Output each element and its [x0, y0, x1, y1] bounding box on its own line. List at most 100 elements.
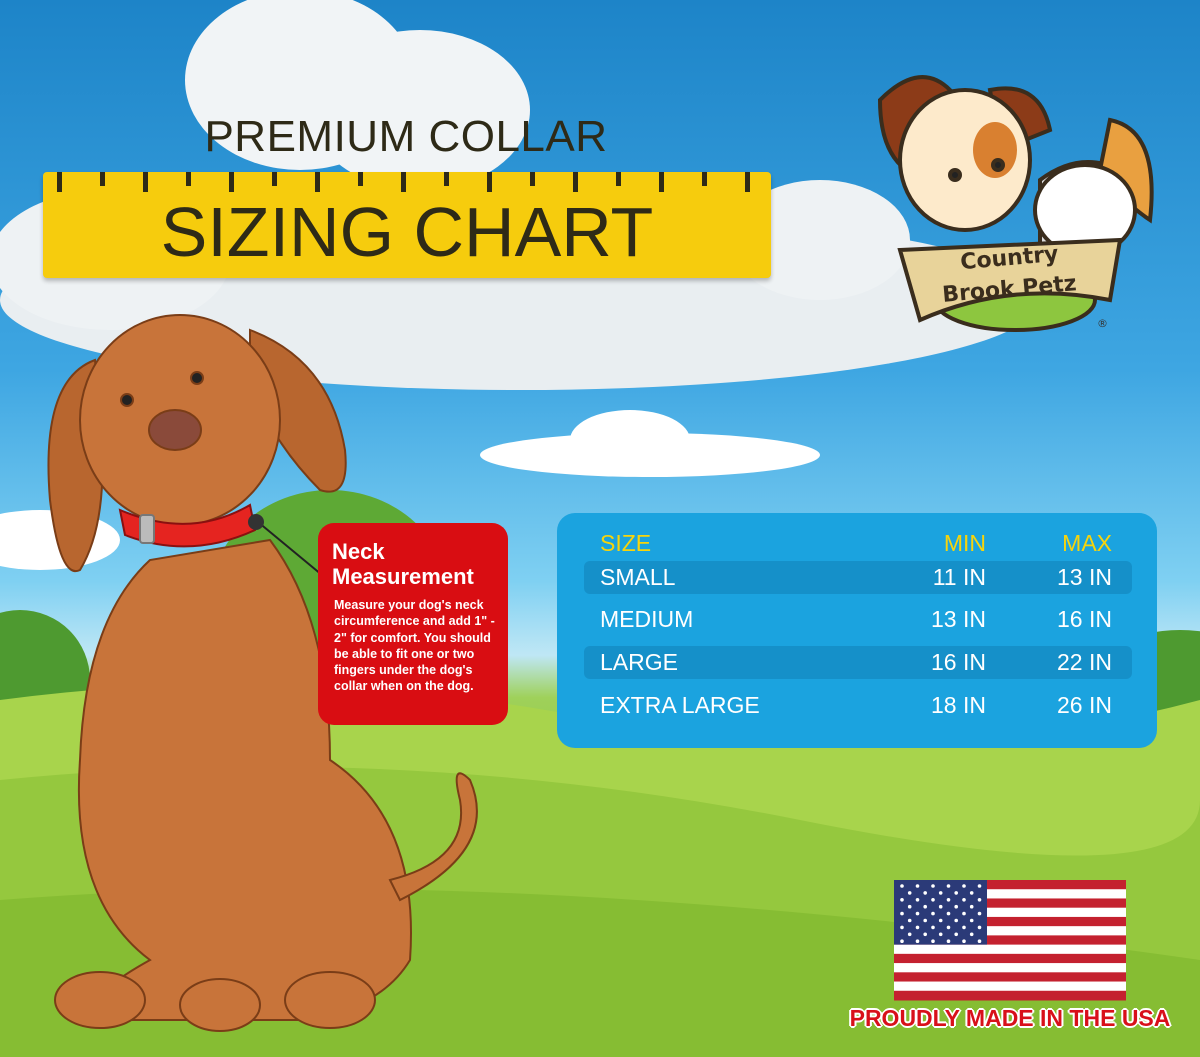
min-cell: 11 IN	[932, 564, 986, 590]
max-cell: 16 IN	[1057, 606, 1112, 632]
flag-stripe	[894, 972, 1126, 983]
flag-star	[977, 939, 982, 943]
flag-star	[915, 925, 920, 930]
flag-stripe	[894, 889, 1126, 899]
flag-star	[946, 898, 951, 902]
flag-star	[962, 884, 966, 888]
ruler-tick	[487, 172, 492, 192]
made-in-usa-text: PROUDLY MADE IN THE USA	[849, 1005, 1171, 1031]
min-cell: 13 IN	[931, 606, 986, 632]
flag-star	[938, 891, 943, 895]
flag-star	[915, 884, 920, 888]
min-cell: 18 IN	[931, 692, 986, 718]
flag-star	[931, 939, 935, 943]
max-cell: 22 IN	[1057, 649, 1112, 675]
flag-star	[915, 939, 920, 943]
header-max: MAX	[1062, 530, 1112, 556]
flag-star	[931, 925, 935, 930]
table-row: LARGE 16 IN 22 IN	[584, 646, 1132, 679]
size-cell: MEDIUM	[600, 606, 694, 632]
flag-stripe	[894, 953, 1126, 964]
flag-star	[900, 898, 904, 902]
flag-star	[915, 898, 920, 902]
flag-star	[907, 932, 912, 937]
title-premium-collar: PREMIUM COLLAR	[204, 112, 608, 161]
size-cell: EXTRA LARGE	[600, 692, 760, 718]
flag-star	[907, 891, 912, 895]
ruler-tick	[358, 172, 363, 186]
flag-star	[954, 891, 958, 895]
table-row: MEDIUM 13 IN 16 IN	[584, 603, 1132, 636]
ruler-tick	[57, 172, 62, 192]
ruler-tick	[444, 172, 449, 186]
ruler-tick	[530, 172, 535, 186]
table-row: SMALL 11 IN 13 IN	[584, 561, 1132, 594]
flag-star	[923, 932, 927, 937]
ruler-tick	[100, 172, 105, 186]
neck-instructions: Measure your dog's neck circumference an…	[334, 598, 495, 694]
header-min: MIN	[943, 530, 986, 556]
flag-star	[931, 884, 935, 888]
flag-star	[931, 911, 935, 916]
flag-star	[900, 911, 904, 916]
flag-star	[946, 911, 951, 916]
size-cell: SMALL	[600, 564, 676, 590]
ruler-tick	[401, 172, 406, 192]
flag-star	[938, 932, 943, 937]
flag-star	[962, 911, 966, 916]
ruler-banner	[43, 172, 771, 278]
flag-star	[900, 884, 904, 888]
flag-star	[923, 891, 927, 895]
flag-star	[931, 898, 935, 902]
flag-star	[954, 904, 958, 909]
ruler-tick	[186, 172, 191, 186]
flag-stripe	[894, 916, 1126, 927]
flag-star	[954, 932, 958, 937]
flag-star	[907, 904, 912, 909]
min-cell: 16 IN	[931, 649, 986, 675]
title-sizing-chart: SIZING CHART	[160, 193, 654, 271]
usa-flag	[894, 880, 1126, 1001]
ruler-tick	[616, 172, 621, 186]
flag-star	[900, 925, 904, 930]
max-cell: 13 IN	[1057, 564, 1112, 590]
ruler-tick	[573, 172, 578, 192]
flag-star	[946, 925, 951, 930]
flag-star	[923, 904, 927, 909]
flag-star	[969, 918, 974, 923]
registered-mark: ®	[1097, 317, 1108, 330]
flag-star	[962, 925, 966, 930]
flag-stripe	[894, 944, 1126, 955]
flag-star	[900, 939, 904, 943]
flag-star	[938, 904, 943, 909]
flag-stripe	[894, 926, 1126, 936]
flag-star	[962, 939, 966, 943]
ruler-tick	[315, 172, 320, 192]
header-size: SIZE	[600, 530, 652, 556]
max-cell: 26 IN	[1057, 692, 1112, 718]
neck-measurement-box: Neck Measurement Measure your dog's neck …	[318, 523, 508, 725]
size-cell: LARGE	[600, 649, 678, 675]
flag-star	[969, 932, 974, 937]
size-table: SIZE MIN MAX SMALL 11 IN 13 IN MEDIUM 13…	[557, 513, 1157, 748]
flag-star	[977, 911, 982, 916]
ruler-tick	[702, 172, 707, 186]
flag-star	[938, 918, 943, 923]
ruler-tick	[143, 172, 148, 192]
flag-star	[907, 918, 912, 923]
neck-title-line1: Neck	[332, 539, 385, 564]
dog-illustration	[47, 314, 478, 1032]
ruler-tick	[659, 172, 664, 192]
flag-stripe	[894, 990, 1126, 1001]
flag-stripe	[894, 963, 1126, 973]
flag-star	[954, 918, 958, 923]
flag-stripe	[894, 981, 1126, 992]
flag-star	[915, 911, 920, 916]
ruler-tick	[229, 172, 234, 192]
flag-star	[946, 939, 951, 943]
neck-title-line2: Measurement	[332, 564, 474, 589]
flag-stripe	[894, 935, 1126, 946]
country-brook-petz-logo	[877, 75, 1154, 332]
flag-star	[923, 918, 927, 923]
flag-star	[969, 891, 974, 895]
